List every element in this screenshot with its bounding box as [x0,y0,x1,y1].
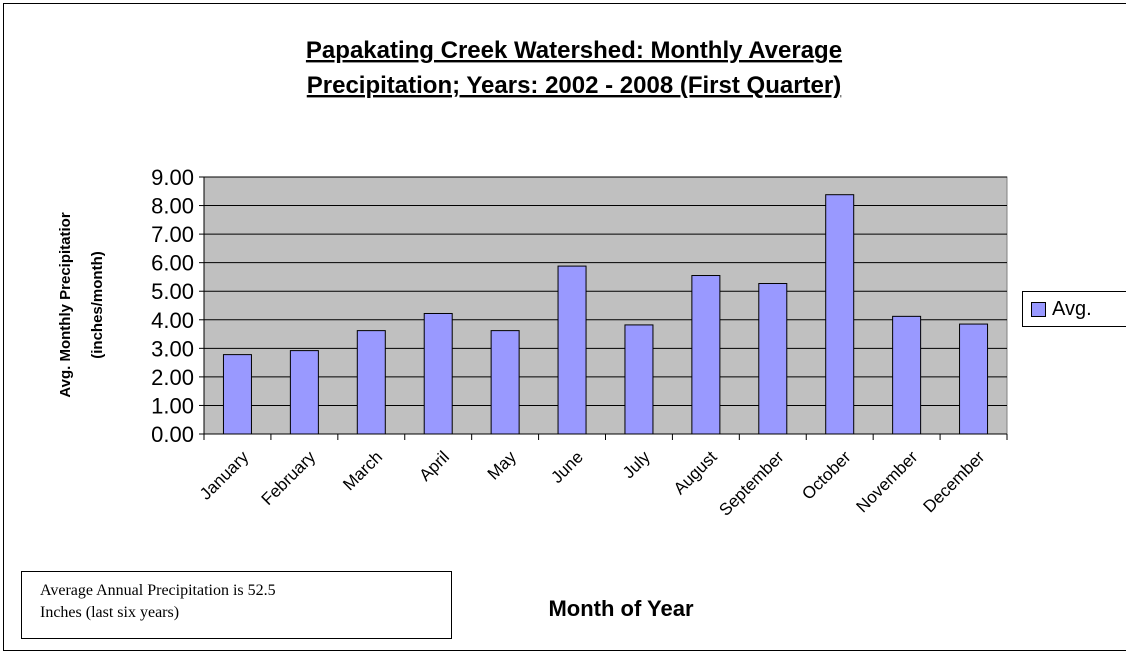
bar [691,275,721,435]
chart-title-line-2: Precipitation; Years: 2002 - 2008 (First… [307,72,841,99]
bar [356,330,386,435]
y-axis-title: Avg. Monthly Precipitatior (inches/month… [57,212,106,397]
x-tick-label: February [258,447,320,509]
y-tick-labels: 0.00 1.00 2.00 3.00 4.00 5.00 6.00 7.00 8.00 9.00 [151,165,194,447]
x-tick-label: December [919,447,988,516]
x-tick-label: April [416,447,453,484]
axes [199,176,1008,440]
annotation-line-2: Inches (last six years) [40,604,180,621]
x-tick-label: November [853,447,922,516]
y-axis-title-line-2: (inches/month) [89,251,106,359]
bar [624,324,654,435]
legend: Avg. [1022,291,1126,327]
chart-title-line-1: Papakating Creek Watershed: Monthly Aver… [306,37,842,64]
x-tick-label: June [547,447,587,487]
y-tick-label: 4.00 [151,308,194,333]
y-tick-label: 0.00 [151,422,194,447]
gridlines [204,176,1007,406]
x-tick-label: September [715,447,787,519]
bar [289,350,319,435]
annotation-box: Average Annual Precipitation is 52.5 Inc… [21,571,452,639]
y-tick-label: 2.00 [151,365,194,390]
x-tick-labels: January February March April May June July Augu… [196,447,989,520]
y-tick-label: 1.00 [151,393,194,418]
bar [557,265,587,435]
legend-swatch [1031,301,1046,317]
bar [423,312,453,435]
y-tick-label: 8.00 [151,194,194,219]
y-tick-label: 3.00 [151,336,194,361]
legend-label: Avg. [1052,297,1092,320]
x-tick-label: August [670,447,721,498]
x-axis-title: Month of Year [548,596,693,621]
x-tick-label: March [339,447,386,494]
x-tick-label: May [484,447,520,483]
bar [959,323,989,435]
x-tick-label: October [798,447,854,503]
bar [222,354,252,435]
x-tick-label: July [619,447,654,482]
bars [222,194,989,435]
y-tick-label: 5.00 [151,279,194,304]
bar [490,330,520,435]
y-tick-label: 7.00 [151,222,194,247]
bar [825,194,855,435]
annotation-line-1: Average Annual Precipitation is 52.5 [40,582,276,599]
bar [758,283,788,435]
bar [892,315,922,435]
y-tick-label: 6.00 [151,251,194,276]
y-tick-label: 9.00 [151,165,194,190]
y-axis-title-line-1: Avg. Monthly Precipitatior [57,212,74,397]
plot-area [203,176,1008,435]
x-tick-label: January [196,447,253,504]
